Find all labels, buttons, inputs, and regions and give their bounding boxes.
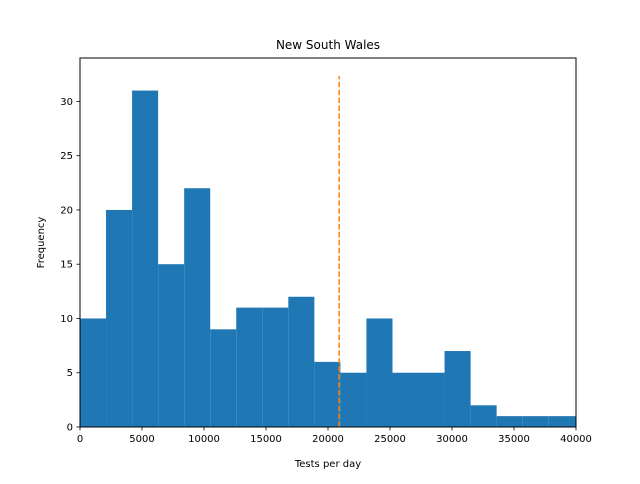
chart-title: New South Wales: [276, 38, 380, 52]
histogram-bar: [392, 372, 419, 427]
x-tick-label: 25000: [374, 434, 406, 445]
histogram-bar: [288, 296, 315, 427]
x-tick-label: 15000: [250, 434, 282, 445]
y-tick-label: 5: [67, 368, 73, 379]
histogram-bar: [522, 416, 549, 427]
histogram-bar: [340, 372, 367, 427]
histogram-bar: [80, 318, 107, 427]
bars-group: [80, 90, 576, 427]
x-tick-label: 35000: [498, 434, 530, 445]
histogram-bar: [366, 318, 393, 427]
y-tick-label: 20: [60, 205, 73, 216]
y-axis: 0 5 10 15 20 25 30: [60, 97, 80, 434]
histogram-bar: [210, 329, 237, 427]
histogram-bar: [106, 209, 133, 427]
y-tick-label: 25: [60, 151, 73, 162]
y-axis-label: Frequency: [36, 217, 47, 269]
y-tick-label: 15: [60, 260, 73, 271]
histogram-bar: [496, 416, 523, 427]
x-tick-label: 5000: [129, 434, 154, 445]
y-tick-label: 30: [60, 97, 73, 108]
x-tick-label: 40000: [560, 434, 592, 445]
x-axis-label: Tests per day: [294, 459, 361, 470]
histogram-bar: [444, 351, 471, 427]
histogram-bar: [158, 264, 185, 427]
x-axis: 0 5000 10000 15000 20000 25000 30000 35000 40000: [77, 427, 592, 445]
y-tick-label: 0: [67, 423, 73, 434]
y-tick-label: 10: [60, 314, 73, 325]
histogram-bar: [418, 372, 445, 427]
x-tick-label: 20000: [312, 434, 344, 445]
histogram-bar: [262, 307, 289, 427]
histogram-bar: [548, 416, 576, 427]
x-tick-label: 0: [77, 434, 83, 445]
histogram-bar: [132, 90, 159, 427]
histogram-bar: [184, 188, 211, 427]
histogram-bar: [470, 405, 497, 427]
histogram-bar: [314, 361, 341, 427]
x-tick-label: 10000: [188, 434, 220, 445]
histogram-bar: [236, 307, 263, 427]
x-tick-label: 30000: [436, 434, 468, 445]
